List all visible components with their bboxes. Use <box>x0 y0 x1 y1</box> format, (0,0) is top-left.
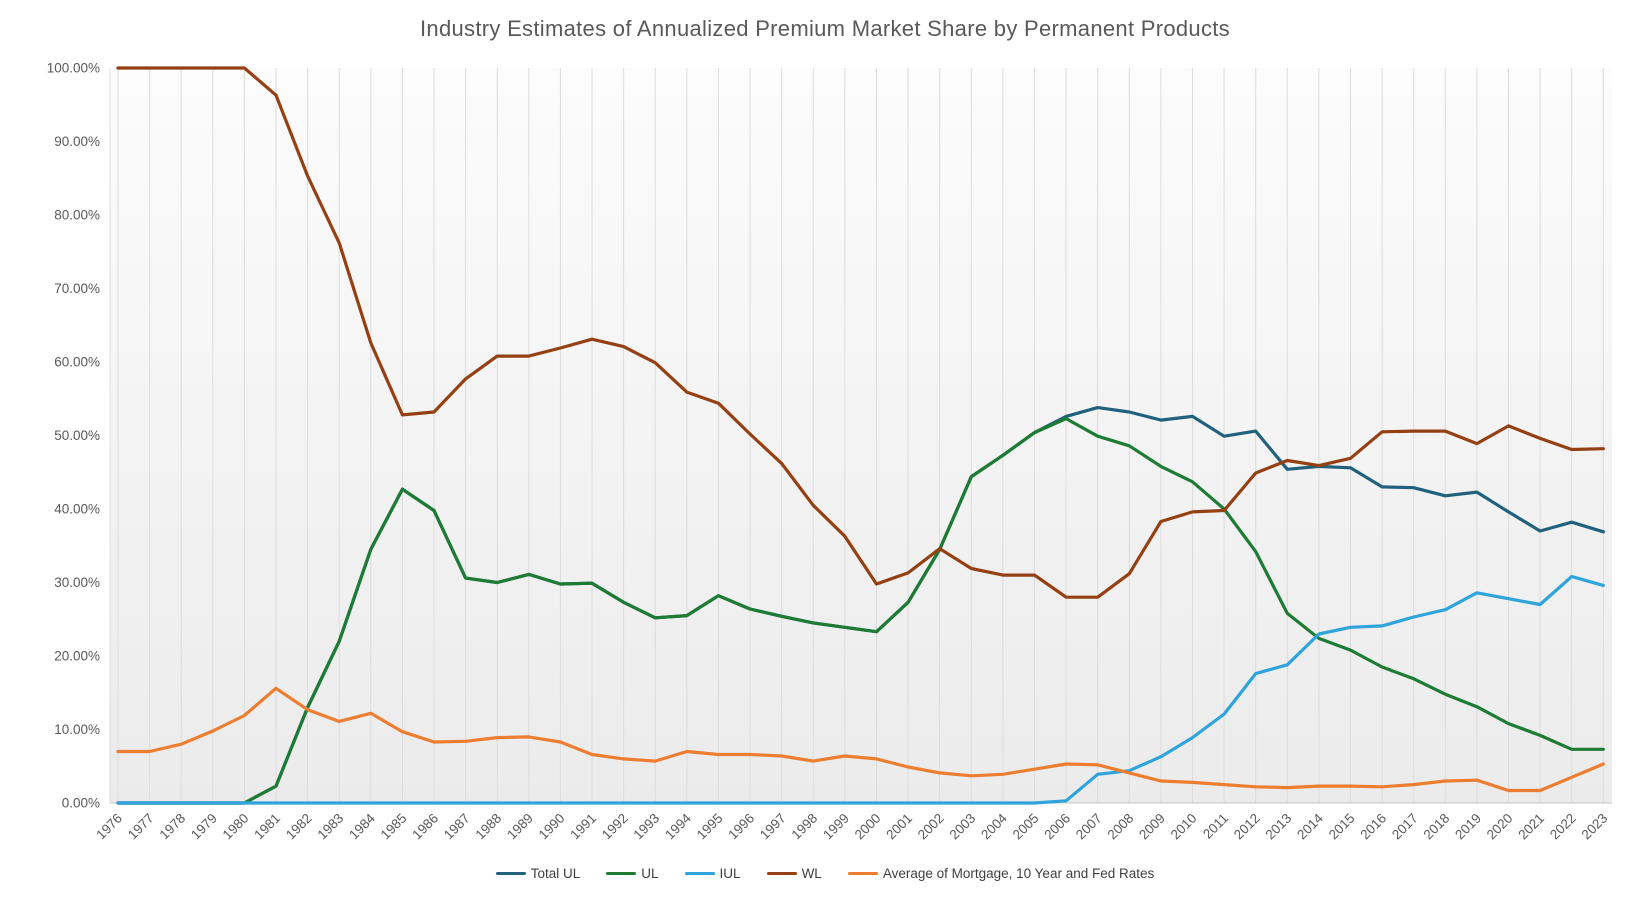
x-tick-label: 2011 <box>1200 811 1231 842</box>
plot-background <box>110 68 1612 803</box>
legend-swatch-iul <box>684 871 715 876</box>
legend-item-iul[interactable]: IUL <box>684 866 741 881</box>
x-tick-label: 1987 <box>441 811 473 843</box>
x-tick-label: 1991 <box>567 811 599 843</box>
legend-item-average-of-mortgage-10-year-and-fed-rates[interactable]: Average of Mortgage, 10 Year and Fed Rat… <box>847 866 1155 881</box>
x-tick-label: 2012 <box>1231 811 1263 843</box>
y-tick-label: 70.00% <box>54 281 100 296</box>
x-tick-label: 1989 <box>504 811 536 843</box>
x-tick-label: 2017 <box>1389 811 1421 843</box>
y-tick-label: 30.00% <box>54 575 100 590</box>
x-tick-label: 1995 <box>694 811 726 843</box>
x-tick-label: 2000 <box>852 811 884 843</box>
x-tick-label: 2001 <box>883 811 915 843</box>
x-tick-label: 2022 <box>1547 811 1579 843</box>
x-tick-label: 2021 <box>1515 811 1547 843</box>
y-tick-label: 50.00% <box>54 428 100 443</box>
legend-swatch-ul <box>606 871 637 876</box>
legend-item-ul[interactable]: UL <box>606 866 659 881</box>
x-tick-label: 1985 <box>378 811 410 843</box>
y-tick-label: 60.00% <box>54 355 100 370</box>
x-tick-label: 2016 <box>1357 811 1389 843</box>
x-tick-label: 1983 <box>314 811 346 843</box>
x-tick-label: 1984 <box>346 810 378 842</box>
series-line-wl <box>116 66 1605 599</box>
legend-swatch-average-of-mortgage-10-year-and-fed-rates <box>847 871 878 876</box>
x-tick-label: 2013 <box>1263 811 1295 843</box>
x-tick-label: 2018 <box>1421 811 1453 843</box>
x-tick-label: 1978 <box>156 811 188 843</box>
x-tick-label: 2006 <box>1041 811 1073 843</box>
legend-item-total-ul[interactable]: Total UL <box>495 866 581 881</box>
y-tick-label: 10.00% <box>54 722 100 737</box>
legend-label-ul: UL <box>641 866 659 881</box>
x-tick-label: 1990 <box>536 811 568 843</box>
series-line-ul <box>116 417 1605 805</box>
y-tick-label: 80.00% <box>54 208 100 223</box>
x-tick-label: 2015 <box>1326 811 1358 843</box>
legend-label-average-of-mortgage-10-year-and-fed-rates: Average of Mortgage, 10 Year and Fed Rat… <box>882 866 1155 881</box>
legend-swatch-wl <box>766 871 797 876</box>
x-tick-label: 2010 <box>1168 811 1200 843</box>
y-tick-label: 0.00% <box>62 796 100 811</box>
chart-legend: Total UL UL IUL WL Average of Mortgage, 10 Y… <box>0 866 1650 881</box>
x-tick-label: 1976 <box>93 811 125 843</box>
x-tick-label: 2014 <box>1294 810 1326 842</box>
y-tick-label: 20.00% <box>54 649 100 664</box>
legend-swatch-total-ul <box>495 871 526 876</box>
x-tick-label: 2002 <box>915 811 947 843</box>
x-tick-label: 1996 <box>725 811 757 843</box>
x-tick-label: 1997 <box>757 811 789 843</box>
x-tick-label: 2005 <box>1010 811 1042 843</box>
x-tick-label: 1982 <box>283 811 315 843</box>
x-tick-label: 2023 <box>1579 811 1611 843</box>
legend-label-iul: IUL <box>719 866 741 881</box>
x-tick-label: 1979 <box>188 811 220 843</box>
x-tick-label: 1994 <box>662 810 694 842</box>
x-tick-label: 1988 <box>472 811 504 843</box>
x-tick-label: 1999 <box>820 811 852 843</box>
y-tick-label: 90.00% <box>54 134 100 149</box>
series-line-average-of-mortgage-10-year-and-fed-rates <box>116 686 1605 793</box>
y-tick-label: 100.00% <box>47 61 100 76</box>
y-axis-tick-labels: 0.00% 10.00% 20.00% 30.00% 40.00% 50.00% 60.00… <box>47 61 100 811</box>
x-tick-label: 1986 <box>409 811 441 843</box>
x-tick-label: 1980 <box>220 811 252 843</box>
x-tick-label: 2020 <box>1484 811 1516 843</box>
x-tick-label: 1992 <box>599 811 631 843</box>
legend-label-total-ul: Total UL <box>530 866 581 881</box>
series-line-iul <box>116 574 1605 805</box>
x-tick-label: 2007 <box>1073 811 1105 843</box>
chart-title: Industry Estimates of Annualized Premium… <box>420 16 1230 41</box>
x-tick-label: 1998 <box>789 811 821 843</box>
y-tick-label: 40.00% <box>54 502 100 517</box>
x-tick-label: 1977 <box>125 811 157 843</box>
x-tick-label: 2004 <box>978 810 1010 842</box>
x-tick-label: 2003 <box>947 811 979 843</box>
x-tick-label: 1981 <box>251 811 283 843</box>
legend-item-wl[interactable]: WL <box>766 866 822 881</box>
x-tick-label: 1993 <box>631 811 663 843</box>
x-tick-label: 2008 <box>1105 811 1137 843</box>
x-tick-label: 2019 <box>1452 811 1484 843</box>
x-tick-label: 2009 <box>1136 811 1168 843</box>
legend-label-wl: WL <box>801 866 822 881</box>
x-axis-tick-labels: 1976 1977 1978 1979 1980 1981 1982 1983 1984 1985… <box>93 810 1610 842</box>
